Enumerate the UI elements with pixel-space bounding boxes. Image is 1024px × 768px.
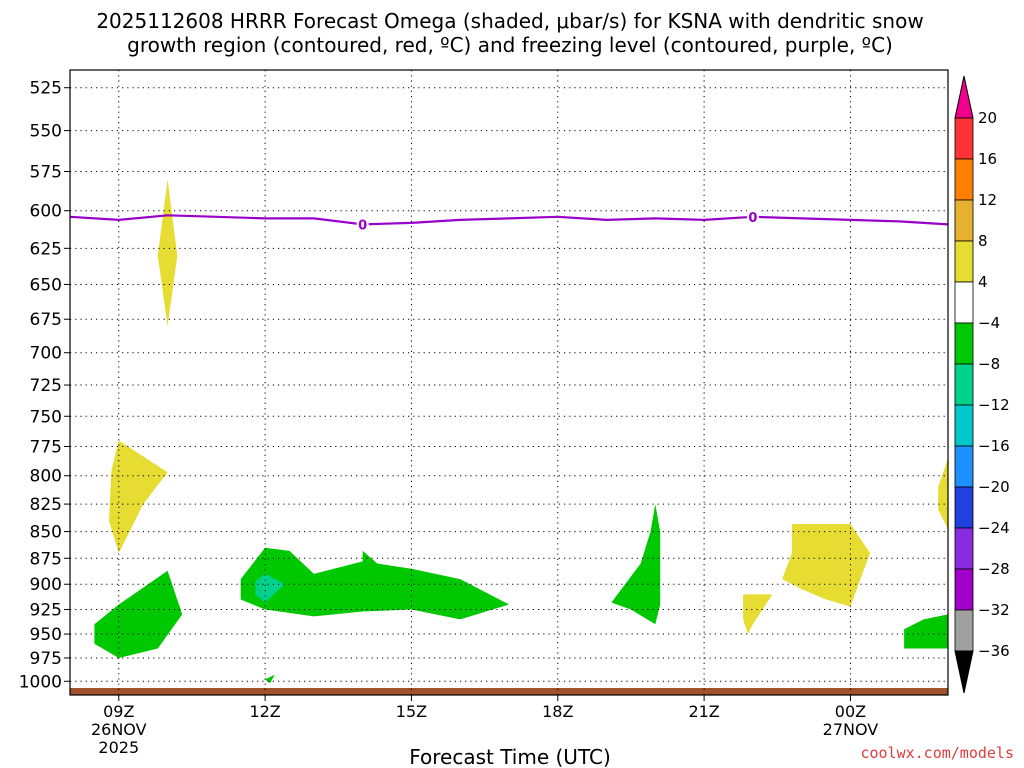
freezing-label-bg bbox=[356, 216, 369, 233]
chart-title-line1: 2025112608 HRRR Forecast Omega (shaded, … bbox=[96, 9, 923, 33]
colorbar-label: 4 bbox=[978, 273, 988, 291]
chart-title-line2: growth region (contoured, red, ºC) and f… bbox=[127, 33, 893, 57]
y-tick-label: 700 bbox=[30, 344, 62, 364]
colorbar-band bbox=[954, 240, 974, 283]
gridlines bbox=[70, 70, 948, 695]
y-tick-label: 975 bbox=[30, 649, 62, 669]
freezing-level-contour: 00 bbox=[69, 208, 949, 233]
y-tick-label: 775 bbox=[30, 437, 62, 457]
colorbar-label: 16 bbox=[978, 150, 997, 168]
omega-region-6 bbox=[611, 504, 661, 625]
x-tick-label: 26NOV bbox=[91, 720, 147, 739]
omega-region-1 bbox=[109, 440, 168, 553]
colorbar-label: 8 bbox=[978, 232, 988, 250]
colorbar-label: −32 bbox=[978, 601, 1010, 619]
omega-region-7 bbox=[782, 524, 870, 607]
colorbar-band bbox=[954, 609, 974, 652]
x-axis-label: Forecast Time (UTC) bbox=[409, 745, 611, 768]
colorbar-band bbox=[954, 568, 974, 611]
y-tick-label: 575 bbox=[30, 163, 62, 183]
colorbar-band bbox=[954, 486, 974, 529]
omega-region-10 bbox=[938, 458, 948, 530]
colorbar-band bbox=[954, 527, 974, 570]
terrain-strip bbox=[70, 688, 948, 695]
x-tick-label: 15Z bbox=[396, 702, 427, 721]
colorbar-band bbox=[954, 281, 974, 324]
colorbar-label: −28 bbox=[978, 560, 1010, 578]
y-axis-ticks: 525 550 575 600 625 650 675 700 725 750 775 800 825 8… bbox=[19, 79, 70, 692]
colorbar-label: −16 bbox=[978, 437, 1010, 455]
y-tick-label: 950 bbox=[30, 625, 62, 645]
colorbar-label: 20 bbox=[978, 109, 997, 127]
omega-region-2 bbox=[94, 570, 183, 658]
colorbar-band bbox=[954, 445, 974, 488]
colorbar-label: −36 bbox=[978, 642, 1010, 660]
omega-region-3 bbox=[240, 547, 509, 620]
y-tick-label: 600 bbox=[30, 202, 62, 222]
omega-shading bbox=[94, 179, 948, 684]
colorbar-label: −12 bbox=[978, 396, 1010, 414]
colorbar-label: −20 bbox=[978, 478, 1010, 496]
colorbar-band bbox=[954, 322, 974, 365]
freezing-level-label: 0 bbox=[748, 211, 757, 226]
colorbar-label: −24 bbox=[978, 519, 1010, 537]
x-tick-label: 21Z bbox=[688, 702, 719, 721]
y-tick-label: 825 bbox=[30, 495, 62, 515]
colorbar-label: −4 bbox=[978, 314, 1000, 332]
colorbar-band bbox=[954, 363, 974, 406]
colorbar-top-arrow bbox=[954, 75, 974, 119]
freezing-level-line bbox=[69, 214, 949, 226]
colorbar-band bbox=[954, 199, 974, 242]
y-tick-label: 525 bbox=[30, 79, 62, 99]
x-tick-label: 12Z bbox=[249, 702, 280, 721]
omega-region-0 bbox=[157, 179, 178, 326]
colorbar-band bbox=[954, 117, 974, 160]
omega-region-5 bbox=[265, 674, 275, 684]
y-tick-label: 625 bbox=[30, 239, 62, 259]
y-tick-label: 900 bbox=[30, 575, 62, 595]
colorbar-band bbox=[954, 404, 974, 447]
omega-region-4 bbox=[255, 573, 285, 603]
watermark: coolwx.com/models bbox=[860, 744, 1014, 762]
freezing-label-bg bbox=[746, 208, 759, 225]
y-tick-label: 750 bbox=[30, 407, 62, 427]
y-tick-label: 675 bbox=[30, 310, 62, 330]
omega-region-9 bbox=[904, 614, 948, 649]
plot-area: 00 bbox=[69, 69, 949, 696]
y-tick-label: 550 bbox=[30, 122, 62, 142]
omega-region-8 bbox=[743, 594, 773, 634]
x-tick-label: 09Z bbox=[103, 702, 134, 721]
y-tick-label: 925 bbox=[30, 600, 62, 620]
y-tick-label: 850 bbox=[30, 523, 62, 543]
x-tick-label: 00Z bbox=[835, 702, 866, 721]
x-tick-label: 18Z bbox=[542, 702, 573, 721]
colorbar-bottom-arrow bbox=[954, 650, 974, 694]
y-tick-label: 725 bbox=[30, 376, 62, 396]
x-tick-label: 2025 bbox=[98, 738, 139, 757]
colorbar-label: 12 bbox=[978, 191, 997, 209]
y-tick-label: 1000 bbox=[19, 672, 62, 692]
colorbar-band bbox=[954, 158, 974, 201]
y-tick-label: 650 bbox=[30, 275, 62, 295]
plot-frame bbox=[69, 69, 949, 696]
colorbar-label: −8 bbox=[978, 355, 1000, 373]
y-tick-label: 800 bbox=[30, 467, 62, 487]
x-tick-label: 27NOV bbox=[823, 720, 879, 739]
freezing-level-label: 0 bbox=[358, 218, 367, 233]
colorbar: 20 16 12 8 4 −4 −8 −12 −16 −20 −24 −28 −32 −36 bbox=[954, 75, 1010, 694]
y-tick-label: 875 bbox=[30, 549, 62, 569]
